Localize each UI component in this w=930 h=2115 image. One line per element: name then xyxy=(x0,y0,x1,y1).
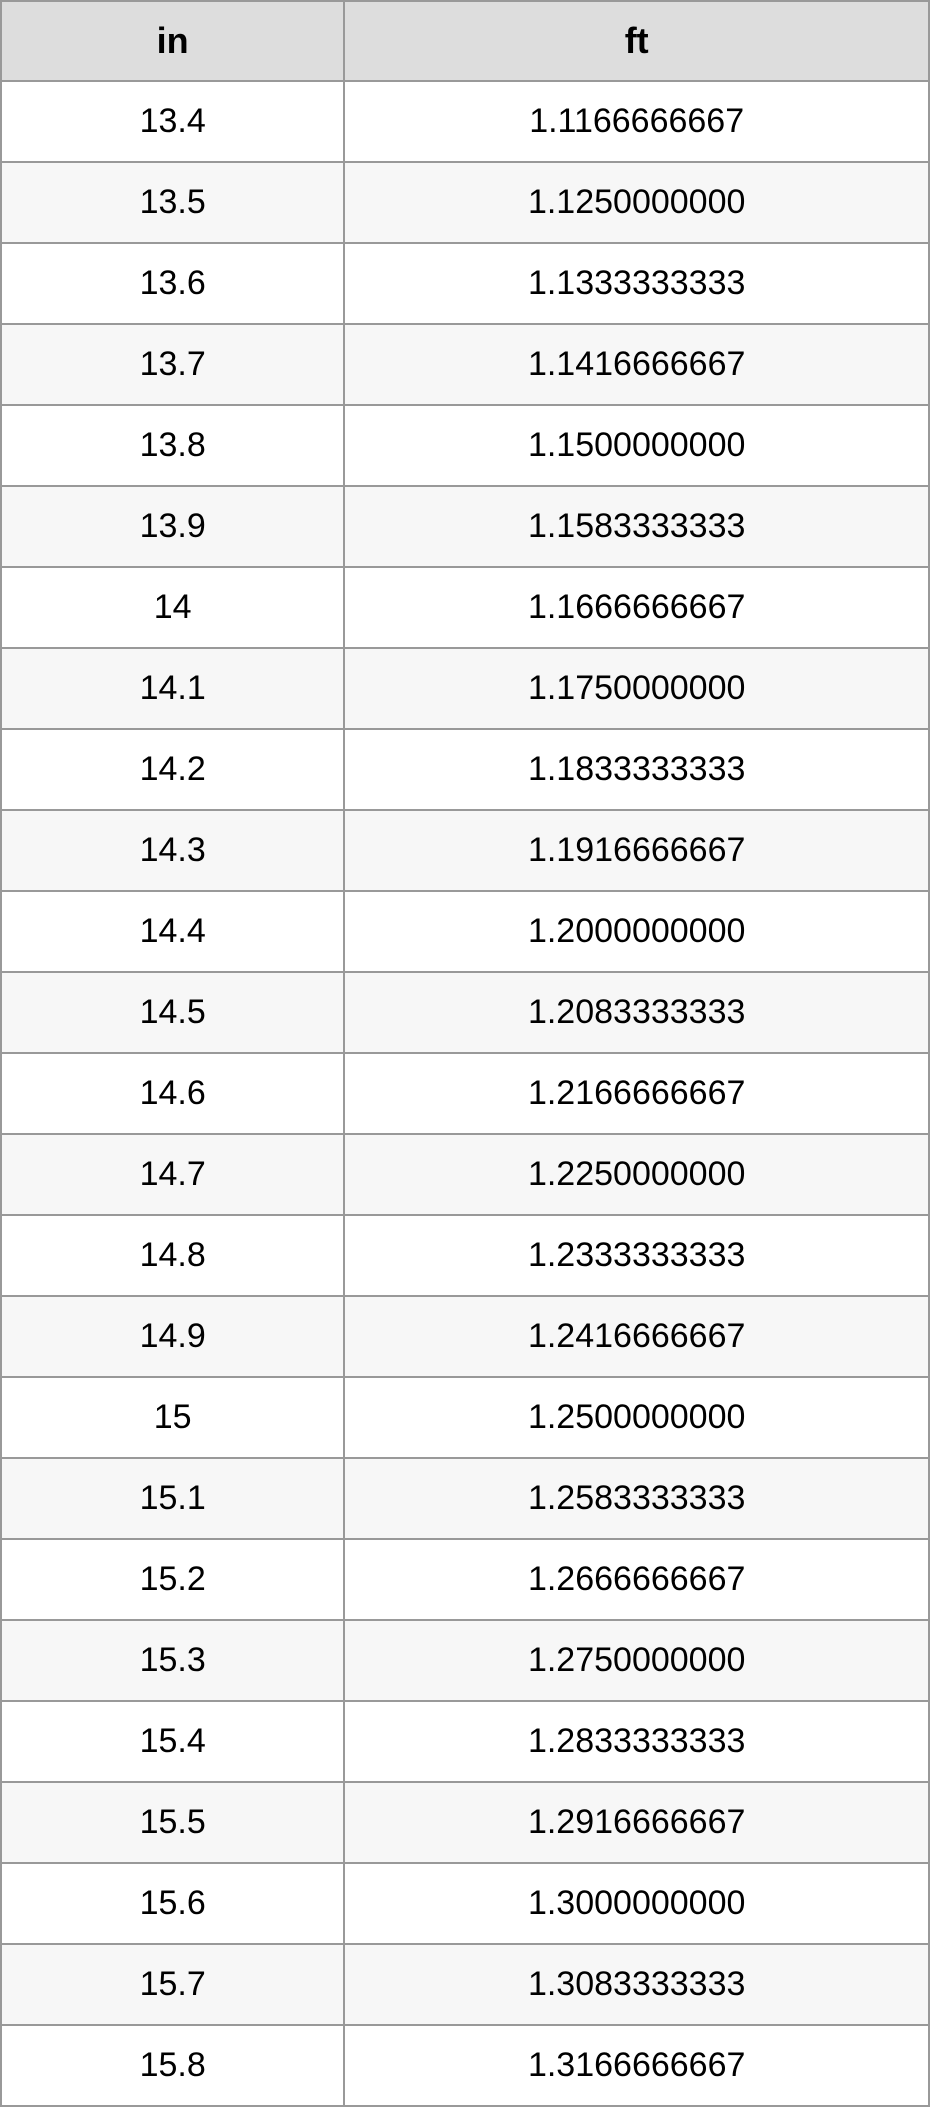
cell-in: 15.2 xyxy=(1,1539,344,1620)
table-row: 14.71.2250000000 xyxy=(1,1134,929,1215)
table-row: 14.21.1833333333 xyxy=(1,729,929,810)
table-row: 14.41.2000000000 xyxy=(1,891,929,972)
cell-in: 14.7 xyxy=(1,1134,344,1215)
cell-ft: 1.2333333333 xyxy=(344,1215,929,1296)
cell-in: 14.3 xyxy=(1,810,344,891)
cell-in: 13.6 xyxy=(1,243,344,324)
cell-ft: 1.2166666667 xyxy=(344,1053,929,1134)
table-row: 15.31.2750000000 xyxy=(1,1620,929,1701)
cell-in: 14 xyxy=(1,567,344,648)
cell-ft: 1.1750000000 xyxy=(344,648,929,729)
table-row: 15.81.3166666667 xyxy=(1,2025,929,2106)
cell-ft: 1.2000000000 xyxy=(344,891,929,972)
table-row: 13.51.1250000000 xyxy=(1,162,929,243)
table-row: 15.11.2583333333 xyxy=(1,1458,929,1539)
cell-in: 13.8 xyxy=(1,405,344,486)
cell-in: 13.5 xyxy=(1,162,344,243)
cell-ft: 1.1166666667 xyxy=(344,81,929,162)
cell-in: 14.6 xyxy=(1,1053,344,1134)
cell-in: 15.4 xyxy=(1,1701,344,1782)
table-row: 14.51.2083333333 xyxy=(1,972,929,1053)
table-row: 15.61.3000000000 xyxy=(1,1863,929,1944)
table-row: 151.2500000000 xyxy=(1,1377,929,1458)
table-row: 141.1666666667 xyxy=(1,567,929,648)
cell-ft: 1.3083333333 xyxy=(344,1944,929,2025)
cell-ft: 1.3000000000 xyxy=(344,1863,929,1944)
table-row: 15.71.3083333333 xyxy=(1,1944,929,2025)
cell-in: 14.2 xyxy=(1,729,344,810)
conversion-table: in ft 13.41.116666666713.51.125000000013… xyxy=(0,0,930,2107)
cell-ft: 1.2666666667 xyxy=(344,1539,929,1620)
cell-in: 15 xyxy=(1,1377,344,1458)
table-row: 15.51.2916666667 xyxy=(1,1782,929,1863)
cell-in: 15.1 xyxy=(1,1458,344,1539)
table-row: 13.61.1333333333 xyxy=(1,243,929,324)
cell-ft: 1.1666666667 xyxy=(344,567,929,648)
cell-ft: 1.1916666667 xyxy=(344,810,929,891)
table-header-row: in ft xyxy=(1,1,929,81)
cell-in: 15.6 xyxy=(1,1863,344,1944)
cell-ft: 1.2750000000 xyxy=(344,1620,929,1701)
cell-in: 13.9 xyxy=(1,486,344,567)
table-row: 14.11.1750000000 xyxy=(1,648,929,729)
cell-ft: 1.2916666667 xyxy=(344,1782,929,1863)
cell-ft: 1.3166666667 xyxy=(344,2025,929,2106)
cell-ft: 1.2500000000 xyxy=(344,1377,929,1458)
cell-ft: 1.1333333333 xyxy=(344,243,929,324)
table-row: 14.31.1916666667 xyxy=(1,810,929,891)
cell-ft: 1.1583333333 xyxy=(344,486,929,567)
cell-in: 14.9 xyxy=(1,1296,344,1377)
cell-ft: 1.2833333333 xyxy=(344,1701,929,1782)
table-row: 14.91.2416666667 xyxy=(1,1296,929,1377)
table-row: 13.81.1500000000 xyxy=(1,405,929,486)
cell-ft: 1.2083333333 xyxy=(344,972,929,1053)
cell-ft: 1.1250000000 xyxy=(344,162,929,243)
cell-ft: 1.2583333333 xyxy=(344,1458,929,1539)
cell-in: 15.3 xyxy=(1,1620,344,1701)
table-row: 15.41.2833333333 xyxy=(1,1701,929,1782)
table-row: 15.21.2666666667 xyxy=(1,1539,929,1620)
cell-in: 13.7 xyxy=(1,324,344,405)
cell-in: 14.1 xyxy=(1,648,344,729)
cell-ft: 1.2416666667 xyxy=(344,1296,929,1377)
cell-in: 15.7 xyxy=(1,1944,344,2025)
cell-in: 15.8 xyxy=(1,2025,344,2106)
cell-in: 14.8 xyxy=(1,1215,344,1296)
table-row: 14.61.2166666667 xyxy=(1,1053,929,1134)
cell-ft: 1.1416666667 xyxy=(344,324,929,405)
table-row: 13.91.1583333333 xyxy=(1,486,929,567)
column-header-in: in xyxy=(1,1,344,81)
column-header-ft: ft xyxy=(344,1,929,81)
table-body: 13.41.116666666713.51.125000000013.61.13… xyxy=(1,81,929,2106)
cell-ft: 1.1833333333 xyxy=(344,729,929,810)
table-row: 14.81.2333333333 xyxy=(1,1215,929,1296)
table-row: 13.41.1166666667 xyxy=(1,81,929,162)
cell-in: 15.5 xyxy=(1,1782,344,1863)
cell-in: 14.5 xyxy=(1,972,344,1053)
table-row: 13.71.1416666667 xyxy=(1,324,929,405)
cell-in: 14.4 xyxy=(1,891,344,972)
cell-ft: 1.1500000000 xyxy=(344,405,929,486)
cell-in: 13.4 xyxy=(1,81,344,162)
cell-ft: 1.2250000000 xyxy=(344,1134,929,1215)
